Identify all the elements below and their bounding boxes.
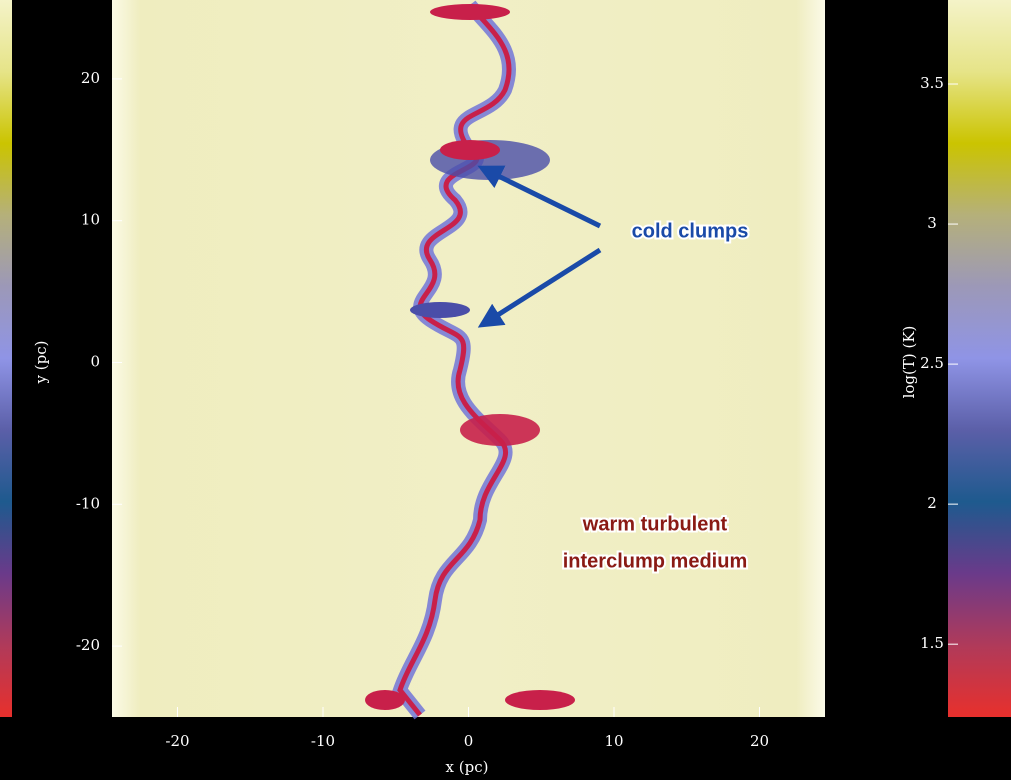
- x-tick-label: 10: [604, 732, 623, 750]
- colorbar-tick-label: 2.5: [920, 354, 944, 372]
- colorbar: [948, 0, 1011, 717]
- x-tick-label: -20: [165, 732, 189, 750]
- colorbar-tick-label: 3: [927, 214, 937, 232]
- colorbar-tick-label: 3.5: [920, 74, 944, 92]
- y-axis-label: y (pc): [32, 341, 50, 385]
- y-tick-label: -10: [76, 494, 100, 512]
- x-tick-label: -10: [311, 732, 335, 750]
- x-axis-label: x (pc): [446, 758, 489, 776]
- annotation: warm turbulent: [582, 513, 728, 535]
- arrow: [477, 165, 602, 229]
- y-tick-label: 0: [90, 353, 100, 371]
- colorbar-label: log(T) (K): [900, 326, 918, 399]
- colorbar-tick-label: 1.5: [920, 634, 944, 652]
- cold-filament: [365, 0, 575, 720]
- y-tick-label: -20: [76, 636, 100, 654]
- y-tick-label: 10: [81, 211, 100, 229]
- colorbar-tick-label: 2: [927, 494, 937, 512]
- arrow: [477, 247, 602, 328]
- annotation: cold clumps: [632, 220, 749, 242]
- y-tick-label: 20: [81, 69, 100, 87]
- annotation: interclump medium: [563, 550, 747, 572]
- x-tick-label: 20: [750, 732, 769, 750]
- x-tick-label: 0: [464, 732, 474, 750]
- adjacent-colorbar: [0, 0, 12, 717]
